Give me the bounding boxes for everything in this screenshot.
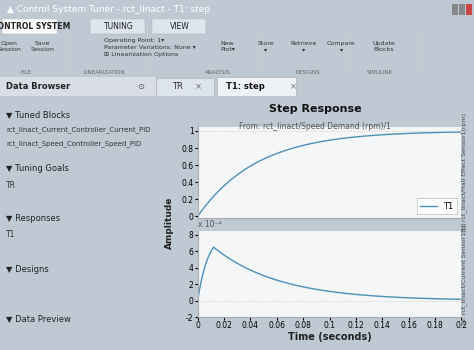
- Text: Step Response: Step Response: [269, 104, 362, 114]
- Text: CONTROL SYSTEM: CONTROL SYSTEM: [0, 22, 70, 31]
- Text: Data Browser: Data Browser: [6, 82, 71, 91]
- Bar: [0, 77, 156, 96]
- Text: SIMULINK: SIMULINK: [366, 70, 392, 75]
- Text: ▼ Tuning Goals: ▼ Tuning Goals: [6, 164, 69, 173]
- Text: Operating Point: 1▾: Operating Point: 1▾: [104, 38, 164, 43]
- Legend: T1: T1: [417, 198, 457, 214]
- Text: ▲ Control System Tuner - rct_linact - T1: step: ▲ Control System Tuner - rct_linact - T1…: [7, 5, 210, 14]
- Bar: [156, 78, 214, 96]
- Text: rct_linact_Current_Controller_Current_PID: rct_linact_Current_Controller_Current_PI…: [6, 126, 151, 133]
- Text: Compare
▾: Compare ▾: [327, 41, 356, 52]
- Bar: [2, 19, 57, 34]
- Text: To: rct_linact/Hall Effect Sensor1(rpm): To: rct_linact/Hall Effect Sensor1(rpm): [462, 113, 467, 232]
- Text: T1: step: T1: step: [226, 82, 265, 91]
- Text: ▼ Data Preview: ▼ Data Preview: [6, 315, 71, 323]
- Text: TR: TR: [6, 181, 16, 190]
- Text: ⊞ Linearization Options: ⊞ Linearization Options: [104, 51, 179, 57]
- Text: FILE: FILE: [20, 70, 32, 75]
- Text: ▼ Tuned Blocks: ▼ Tuned Blocks: [6, 110, 70, 119]
- Text: DESIGNS: DESIGNS: [296, 70, 320, 75]
- Bar: [152, 19, 206, 34]
- Text: x 10⁻⁴: x 10⁻⁴: [198, 220, 221, 229]
- Text: T1: T1: [6, 230, 16, 239]
- Bar: [466, 4, 472, 15]
- Text: TUNING: TUNING: [104, 22, 133, 31]
- Text: LINEARIZATION: LINEARIZATION: [83, 70, 125, 75]
- Bar: [217, 77, 296, 96]
- Text: Retrieve
▾: Retrieve ▾: [290, 41, 317, 52]
- Text: rct_linact_Speed_Controller_Speed_PID: rct_linact_Speed_Controller_Speed_PID: [6, 140, 142, 147]
- Text: From: rct_linact/Speed Demand (rpm)/1: From: rct_linact/Speed Demand (rpm)/1: [239, 122, 391, 131]
- Text: ×: ×: [290, 82, 297, 91]
- Text: ▼ Designs: ▼ Designs: [6, 265, 49, 274]
- Text: Parameter Variations: None ▾: Parameter Variations: None ▾: [104, 45, 196, 50]
- Bar: [459, 4, 465, 15]
- Text: Open
Session: Open Session: [0, 41, 21, 52]
- Text: To: rct_linact/Current Sensor1([]): To: rct_linact/Current Sensor1([]): [462, 223, 467, 325]
- Text: Time (seconds): Time (seconds): [288, 332, 371, 342]
- Text: ANALYSIS: ANALYSIS: [205, 70, 231, 75]
- Text: TR: TR: [173, 82, 183, 91]
- Text: VIEW: VIEW: [170, 22, 190, 31]
- Text: Store
▾: Store ▾: [257, 41, 274, 52]
- Text: ⊙: ⊙: [137, 82, 145, 91]
- Text: New
Plot▾: New Plot▾: [220, 41, 235, 52]
- Text: Amplitude: Amplitude: [164, 197, 173, 249]
- Bar: [452, 4, 458, 15]
- Text: ×: ×: [194, 82, 201, 91]
- Text: Save
Session: Save Session: [31, 41, 55, 52]
- Bar: [90, 19, 145, 34]
- Text: Update
Blocks: Update Blocks: [373, 41, 395, 52]
- Text: ▼ Responses: ▼ Responses: [6, 214, 60, 223]
